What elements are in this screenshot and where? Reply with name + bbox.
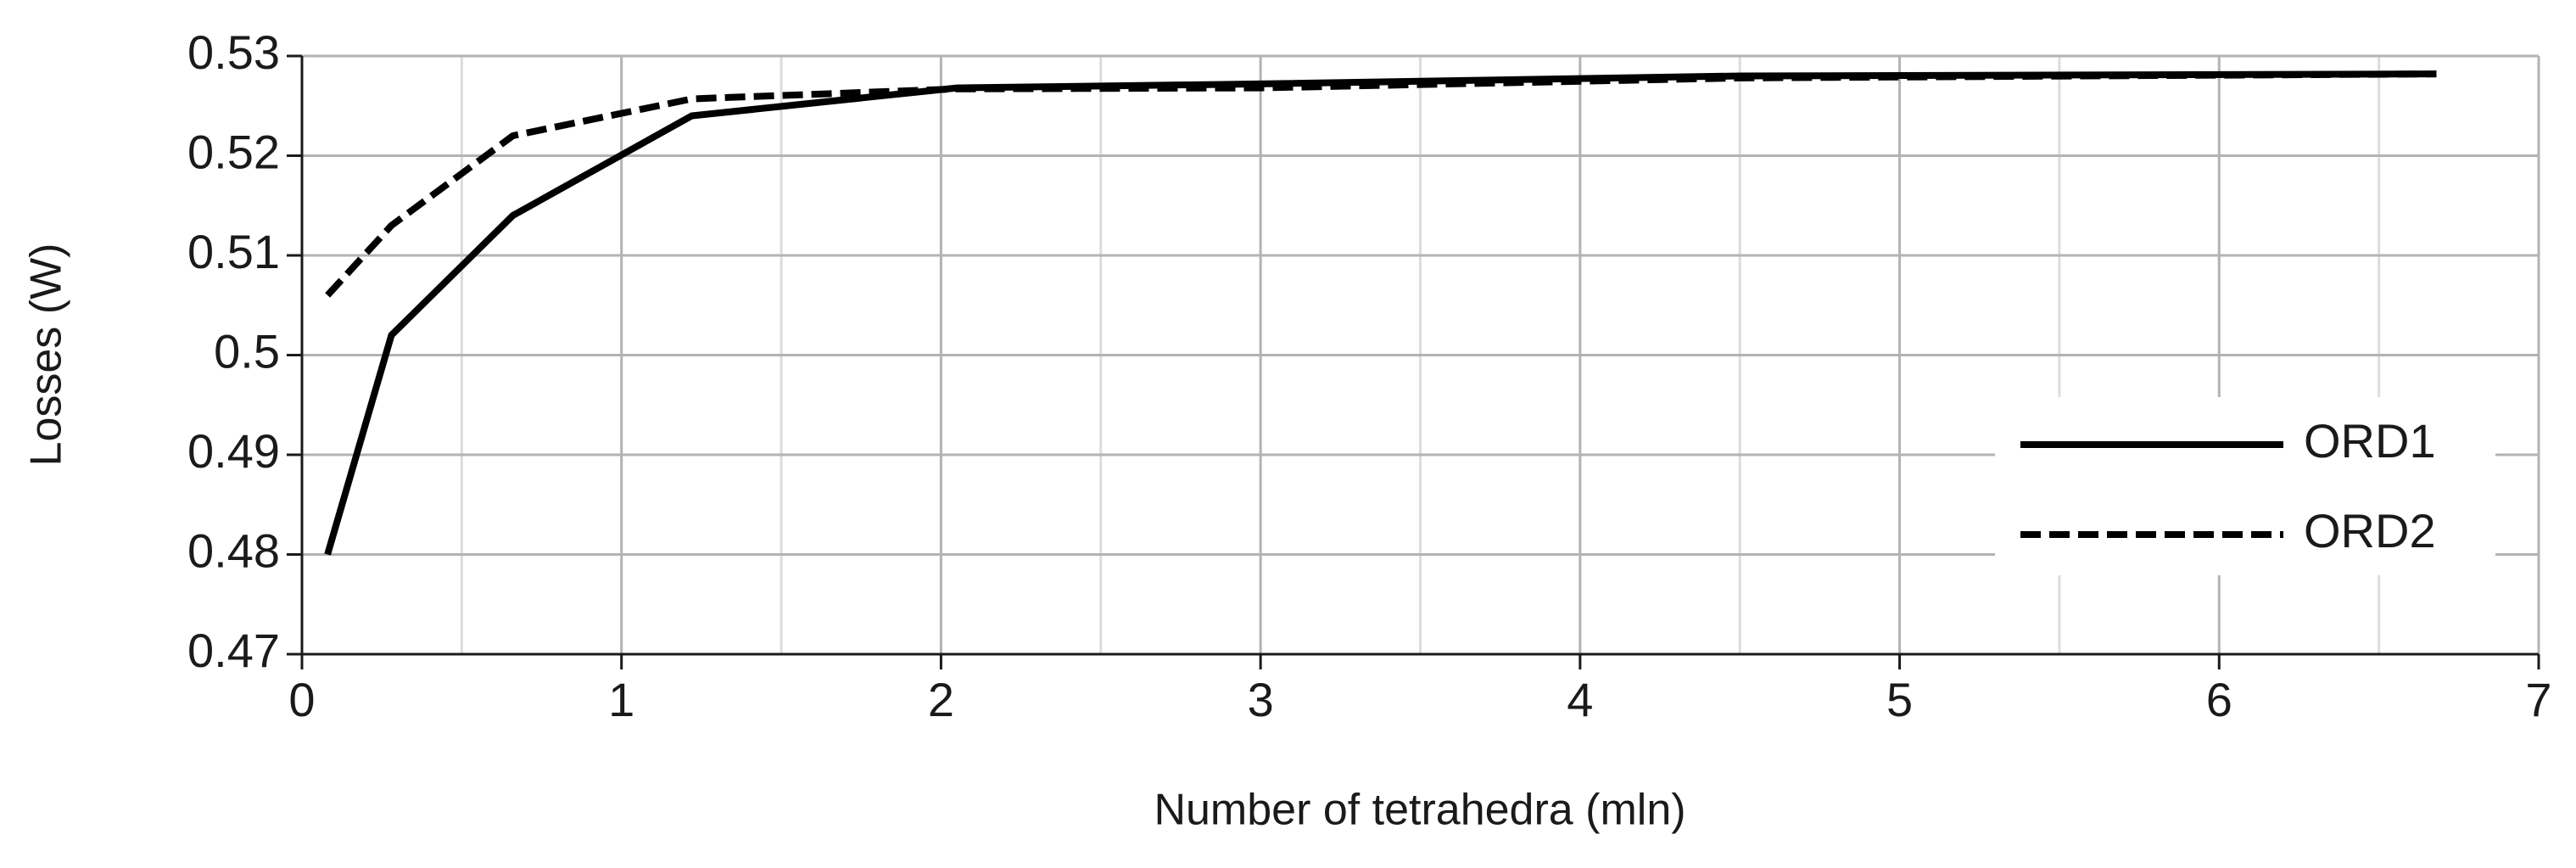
y-tick-label: 0.51: [187, 225, 280, 278]
series-line: [325, 70, 2437, 298]
x-tick-label: 6: [2206, 673, 2232, 726]
y-tick-label: 0.5: [214, 324, 280, 378]
x-tick-label: 1: [608, 673, 634, 726]
y-tick-label: 0.47: [187, 624, 280, 677]
y-tick-label: 0.53: [187, 25, 280, 79]
legend-label: ORD2: [2304, 504, 2436, 557]
x-axis-label: Number of tetrahedra (mln): [1154, 786, 1685, 835]
legend-label: ORD1: [2304, 414, 2436, 468]
y-axis-label: Losses (W): [22, 244, 71, 467]
x-tick-label: 3: [1248, 673, 1274, 726]
x-tick-label: 4: [1567, 673, 1593, 726]
x-tick-label: 7: [2525, 673, 2551, 726]
x-tick-label: 5: [1886, 673, 1913, 726]
y-tick-label: 0.48: [187, 524, 280, 577]
x-tick-label: 2: [928, 673, 954, 726]
y-tick-label: 0.49: [187, 424, 280, 478]
legend-box: [1995, 397, 2495, 575]
y-tick-label: 0.52: [187, 125, 280, 178]
x-tick-label: 0: [288, 673, 315, 726]
